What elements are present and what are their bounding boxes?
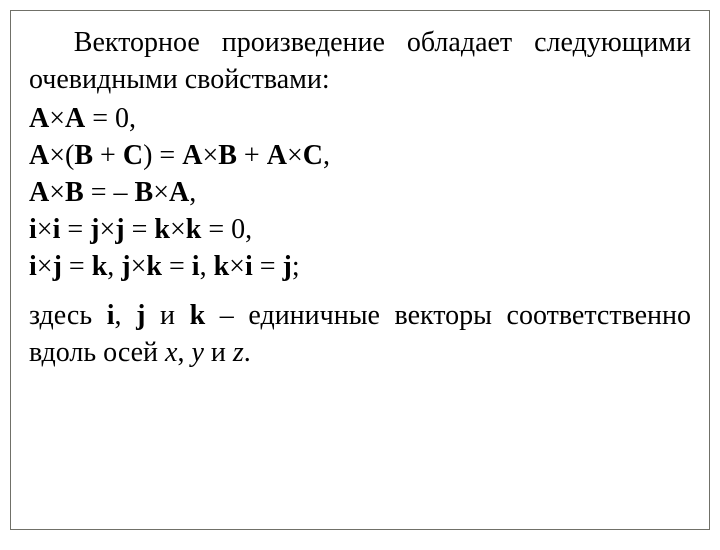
intro-paragraph: Векторное произведение обладает следующи… xyxy=(29,25,691,99)
eq-zero: = 0, xyxy=(201,214,252,245)
lparen: ( xyxy=(65,140,74,171)
vec-j: j xyxy=(283,251,292,282)
times-symbol: × xyxy=(170,214,186,245)
vec-C: C xyxy=(123,140,143,171)
vec-C: C xyxy=(303,140,323,171)
plus: + xyxy=(93,140,123,171)
vec-k: k xyxy=(154,214,170,245)
axis-y: y xyxy=(191,337,203,368)
eq-sign: = xyxy=(62,251,92,282)
note-text: и xyxy=(145,300,189,331)
vec-i: i xyxy=(192,251,200,282)
note-text: . xyxy=(244,337,251,368)
rparen-eq: ) = xyxy=(143,140,182,171)
vec-A: A xyxy=(182,140,202,171)
vec-i: i xyxy=(107,300,115,331)
note-text: , xyxy=(115,300,137,331)
vec-j: j xyxy=(115,214,124,245)
vec-i: i xyxy=(245,251,253,282)
vec-j: j xyxy=(121,251,130,282)
times-symbol: × xyxy=(202,140,218,171)
equation-1: A×A = 0, xyxy=(29,101,691,138)
equation-4: i×i = j×j = k×k = 0, xyxy=(29,212,691,249)
vec-A: A xyxy=(65,103,85,134)
axis-z: z xyxy=(233,337,244,368)
vec-A: A xyxy=(267,140,287,171)
comma: , xyxy=(107,251,121,282)
vec-i: i xyxy=(29,214,37,245)
eq-sign: = xyxy=(125,214,155,245)
eq-sign: = xyxy=(60,214,90,245)
vec-A: A xyxy=(29,140,49,171)
vec-k: k xyxy=(190,300,206,331)
equation-2: A×(B + C) = A×B + A×C, xyxy=(29,138,691,175)
vec-B: B xyxy=(218,140,237,171)
note-text: здесь xyxy=(29,300,107,331)
eq-rest: = 0, xyxy=(85,103,136,134)
vec-A: A xyxy=(169,177,189,208)
times-symbol: × xyxy=(99,214,115,245)
vec-A: A xyxy=(29,177,49,208)
eq-sign: = xyxy=(253,251,283,282)
vec-k: k xyxy=(146,251,162,282)
slide-frame: Векторное произведение обладает следующи… xyxy=(10,10,710,530)
times-symbol: × xyxy=(49,140,65,171)
plus: + xyxy=(237,140,267,171)
times-symbol: × xyxy=(287,140,303,171)
times-symbol: × xyxy=(37,251,53,282)
vec-B: B xyxy=(74,140,93,171)
vec-k: k xyxy=(186,214,202,245)
comma: , xyxy=(200,251,214,282)
equation-5: i×j = k, j×k = i, k×i = j; xyxy=(29,249,691,286)
vec-B: B xyxy=(135,177,154,208)
note-text: , xyxy=(177,337,191,368)
times-symbol: × xyxy=(49,177,65,208)
vec-i: i xyxy=(29,251,37,282)
times-symbol: × xyxy=(229,251,245,282)
times-symbol: × xyxy=(37,214,53,245)
eq-neg: = – xyxy=(84,177,135,208)
note-paragraph: здесь i, j и k – единичные векторы соотв… xyxy=(29,298,691,372)
comma: , xyxy=(189,177,196,208)
note-text: и xyxy=(204,337,233,368)
times-symbol: × xyxy=(153,177,169,208)
vec-B: B xyxy=(65,177,84,208)
vec-j: j xyxy=(53,251,62,282)
times-symbol: × xyxy=(131,251,147,282)
comma: , xyxy=(323,140,330,171)
semicolon: ; xyxy=(292,251,300,282)
times-symbol: × xyxy=(49,103,65,134)
equation-3: A×B = – B×A, xyxy=(29,175,691,212)
vec-k: k xyxy=(214,251,230,282)
axis-x: x xyxy=(165,337,177,368)
vec-k: k xyxy=(92,251,108,282)
vec-A: A xyxy=(29,103,49,134)
eq-sign: = xyxy=(162,251,192,282)
